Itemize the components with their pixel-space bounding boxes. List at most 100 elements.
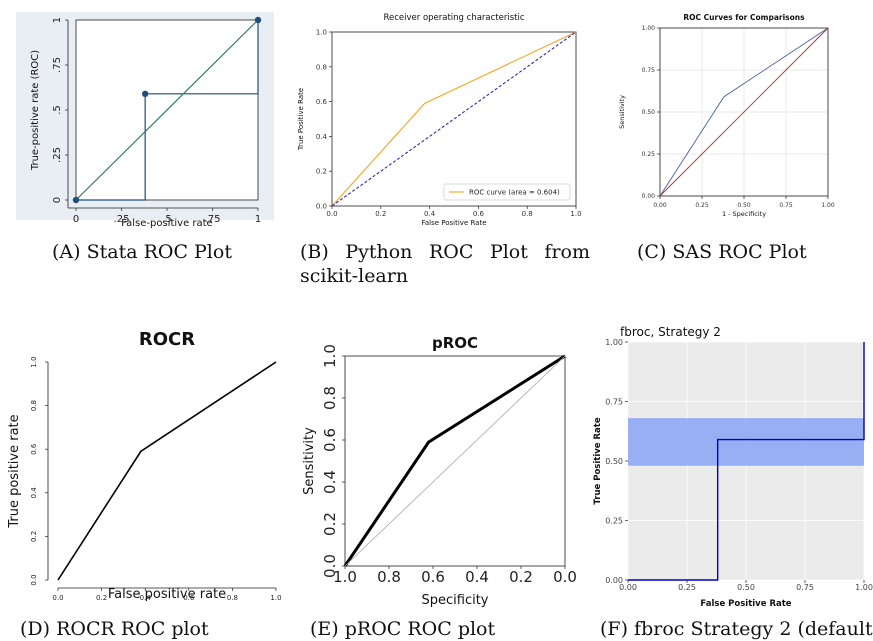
y-tick-label: 1 xyxy=(52,17,63,23)
y-tick-label: 1.0 xyxy=(30,356,38,367)
y-tick-label: 1.0 xyxy=(316,28,327,36)
x-tick-label: 0.75 xyxy=(779,202,793,209)
panel-f: 0.00 0.25 0.50 0.75 1.00 0.00 0.25 0.50 0.75 1.00… xyxy=(590,320,873,641)
y-tick-label: 0.0 xyxy=(316,202,327,210)
caption-d: (D) ROCR ROC plot xyxy=(20,618,209,640)
y-axis-label: True Positive Rate xyxy=(593,417,603,504)
x-tick-label: .25 xyxy=(114,214,130,225)
plot-border xyxy=(331,31,577,207)
panel-b: 0.0 0.2 0.4 0.6 0.8 1.0 0.0 0.2 0.4 0.6 0.8 1.0 Rece… xyxy=(290,0,590,300)
y-tick-label: 0.6 xyxy=(316,98,328,106)
y-axis-label: True positive rate xyxy=(7,414,22,528)
sas-roc-chart: 0.00 0.25 0.50 0.75 1.00 0.00 0.25 0.50 0.75 1.00… xyxy=(618,13,835,218)
x-tick-label: 0.00 xyxy=(619,583,637,592)
roc-point-marker xyxy=(72,196,80,204)
y-tick-label: 0.2 xyxy=(316,168,327,176)
y-tick-label: 0.2 xyxy=(321,512,339,536)
caption-f: (F) fbroc Strategy 2 (default) xyxy=(600,618,873,640)
y-axis-label: Sensitivity xyxy=(618,95,626,129)
y-tick-label: 1.00 xyxy=(642,25,656,32)
x-tick-label: 0.25 xyxy=(678,583,696,592)
plot-border xyxy=(344,355,566,567)
panel-e: 1.0 0.8 0.6 0.4 0.2 0.0 0.0 0.2 0.4 0.6 0.8 1.0 pROC… xyxy=(295,320,590,641)
y-tick-label: 0.00 xyxy=(642,193,656,200)
confidence-band xyxy=(628,418,864,466)
roc-curve-line xyxy=(57,361,277,581)
x-tick-label: 0.25 xyxy=(695,202,709,209)
x-tick-label: 0.6 xyxy=(421,568,445,586)
y-tick-label: 0.25 xyxy=(605,516,623,525)
caption-a: (A) Stata ROC Plot xyxy=(52,241,232,263)
y-tick-label: 0.4 xyxy=(321,470,339,494)
caption-b: (B) Python ROC Plot from scikit-learn xyxy=(300,241,590,287)
caption-e: (E) pROC ROC plot xyxy=(310,618,496,640)
panel-a: 0 .25 .5 .75 1 0 .25 .5 .75 1 False-positive rate T… xyxy=(0,0,290,300)
x-tick-label: 0.2 xyxy=(509,568,533,586)
y-tick-label: 0.0 xyxy=(321,554,339,578)
y-tick-label: 0.50 xyxy=(642,109,656,116)
x-axis-label: False Positive Rate xyxy=(700,599,791,609)
roc-curve-line xyxy=(659,27,829,197)
diagonal-reference-line xyxy=(331,31,577,207)
x-tick-label: 0 xyxy=(73,214,79,225)
y-axis-label: Sensitivity xyxy=(302,427,317,495)
panel-c: 0.00 0.25 0.50 0.75 1.00 0.00 0.25 0.50 0.75 1.00… xyxy=(600,0,873,300)
chart-title: ROC Curves for Comparisons xyxy=(683,13,805,22)
x-tick-label: 0.8 xyxy=(227,594,238,602)
fbroc-roc-chart: 0.00 0.25 0.50 0.75 1.00 0.00 0.25 0.50 0.75 1.00… xyxy=(593,325,873,609)
x-axis-label: 1 - Specificity xyxy=(722,210,766,218)
x-tick-label: 0.0 xyxy=(553,568,577,586)
proc-roc-chart: 1.0 0.8 0.6 0.4 0.2 0.0 0.0 0.2 0.4 0.6 0.8 1.0 pROC… xyxy=(302,334,577,608)
y-tick-label: 0 xyxy=(52,197,63,203)
y-tick-label: 0.75 xyxy=(605,397,623,406)
x-tick-label: 0.6 xyxy=(183,594,195,602)
x-axis-label: Specificity xyxy=(422,593,489,608)
y-axis-label: True-positive rate (ROC) xyxy=(30,50,41,171)
y-tick-label: 0.2 xyxy=(30,531,38,542)
panel-d: 0.0 0.2 0.4 0.6 0.8 1.0 0.0 0.2 0.4 0.6 0.8 1.0 ROCR… xyxy=(0,320,295,641)
rocr-roc-chart: 0.0 0.2 0.4 0.6 0.8 1.0 0.0 0.2 0.4 0.6 0.8 1.0 ROCR… xyxy=(7,329,282,602)
diagonal-reference-line xyxy=(75,19,259,201)
x-tick-label: 0.00 xyxy=(653,202,667,209)
roc-curve-line xyxy=(343,354,566,567)
roc-point-marker xyxy=(254,16,262,24)
x-tick-label: 1.0 xyxy=(333,568,357,586)
roc-curve-line xyxy=(331,31,577,207)
y-tick-label: 0.75 xyxy=(642,67,656,74)
y-tick-label: .25 xyxy=(52,147,63,163)
x-tick-label: .75 xyxy=(205,214,221,225)
y-tick-label: 0.00 xyxy=(605,576,623,585)
y-tick-label: 0.0 xyxy=(30,574,38,585)
x-tick-label: 0.50 xyxy=(737,202,751,209)
legend-box xyxy=(443,183,571,201)
python-roc-chart: 0.0 0.2 0.4 0.6 0.8 1.0 0.0 0.2 0.4 0.6 0.8 1.0 Rece… xyxy=(297,13,582,227)
x-tick-label: 1.00 xyxy=(855,583,873,592)
y-tick-label: 0.25 xyxy=(642,151,656,158)
y-tick-label: .5 xyxy=(52,105,63,115)
x-tick-label: 0.4 xyxy=(465,568,489,586)
x-tick-label: 0.2 xyxy=(375,210,386,218)
chart-title: ROCR xyxy=(139,329,195,350)
x-tick-label: 1.00 xyxy=(821,202,835,209)
x-tick-label: .5 xyxy=(162,214,172,225)
x-tick-label: 0.0 xyxy=(326,210,337,218)
roc-point-marker xyxy=(141,90,149,98)
chart-title: fbroc, Strategy 2 xyxy=(620,325,721,339)
y-tick-label: 0.8 xyxy=(316,63,327,71)
x-tick-label: 0.4 xyxy=(140,594,152,602)
y-tick-label: 0.6 xyxy=(30,443,38,455)
y-tick-label: 0.4 xyxy=(30,487,38,499)
caption-c: (C) SAS ROC Plot xyxy=(637,241,807,263)
chart-title: pROC xyxy=(432,334,478,352)
y-tick-label: 0.8 xyxy=(30,400,38,411)
y-tick-label: 1.00 xyxy=(605,338,623,347)
x-tick-label: 0.8 xyxy=(377,568,401,586)
y-tick-label: 0.50 xyxy=(605,457,623,466)
x-tick-label: 0.8 xyxy=(522,210,533,218)
y-tick-label: .75 xyxy=(52,57,63,73)
chart-title: Receiver operating characteristic xyxy=(383,13,524,23)
x-tick-label: 0.4 xyxy=(424,210,436,218)
plot-border xyxy=(75,19,259,201)
x-axis-label: False Positive Rate xyxy=(421,219,486,227)
x-tick-label: 1.0 xyxy=(270,594,281,602)
